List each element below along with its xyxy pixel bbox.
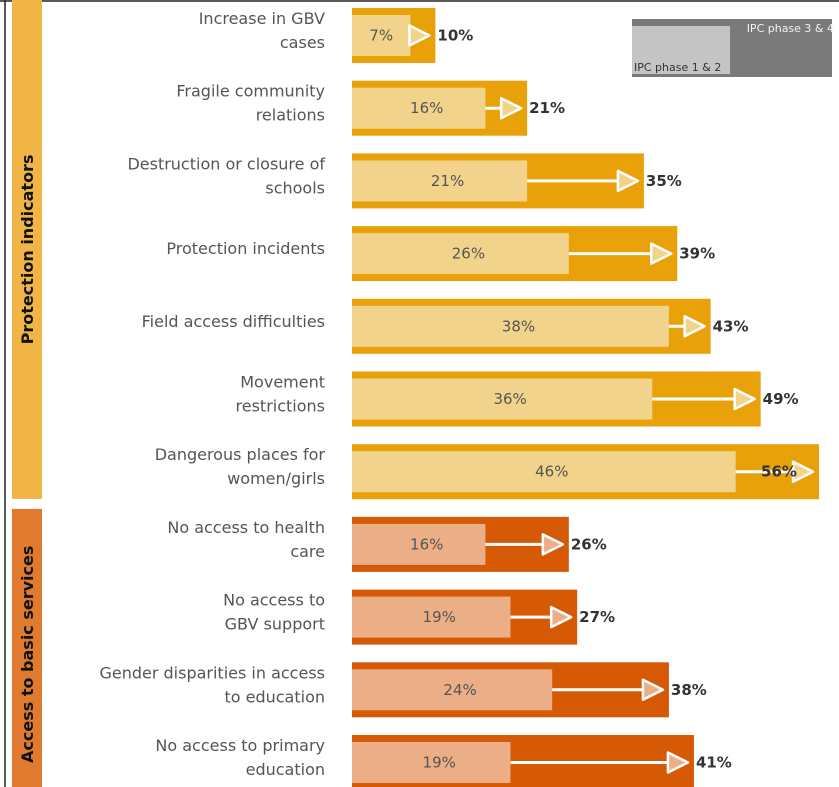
change-arrow-head <box>733 387 756 411</box>
value-label-phase34: 43% <box>713 317 749 335</box>
bar-phase12 <box>352 160 528 202</box>
value-label-phase34: 39% <box>679 245 715 263</box>
legend-swatch-phase12 <box>632 26 730 74</box>
category-label: to education <box>224 687 325 706</box>
bar-phase12 <box>352 233 569 275</box>
legend-label-phase12: IPC phase 1 & 2 <box>634 61 721 74</box>
category-label: Protection incidents <box>166 239 325 258</box>
category-label: Movement <box>240 373 325 392</box>
category-label: Field access difficulties <box>142 312 325 331</box>
value-label-phase12: 26% <box>452 245 485 263</box>
group-label-1: Access to basic services <box>18 546 37 763</box>
change-arrow-head <box>616 169 640 193</box>
change-arrow-head <box>549 605 573 629</box>
bar-phase12 <box>352 742 511 783</box>
group-band-0 <box>12 0 42 499</box>
value-label-phase12: 21% <box>431 172 464 190</box>
value-label-phase34: 56% <box>761 463 797 481</box>
value-label-phase34: 10% <box>437 27 473 45</box>
bar-phase12 <box>352 305 669 347</box>
bar-phase12 <box>352 451 736 493</box>
change-arrow-head <box>641 678 665 702</box>
value-label-phase34: 27% <box>579 608 615 626</box>
bar-phase12 <box>352 15 411 56</box>
bar-phase12 <box>352 596 511 638</box>
change-arrow-head <box>650 242 673 265</box>
change-arrow-head <box>408 24 431 47</box>
category-label: schools <box>265 178 325 197</box>
category-label: Fragile community <box>176 82 325 101</box>
value-label-phase12: 46% <box>535 463 568 481</box>
category-label: care <box>290 542 325 561</box>
value-label-phase12: 16% <box>410 99 443 117</box>
value-label-phase12: 19% <box>423 754 456 772</box>
value-label-phase34: 41% <box>696 754 732 772</box>
category-label: Increase in GBV <box>199 9 325 28</box>
value-label-phase34: 38% <box>671 681 707 699</box>
group-label-0: Protection indicators <box>18 155 37 345</box>
change-arrow-head <box>541 533 565 556</box>
legend-label-phase34: IPC phase 3 & 4 <box>747 22 834 35</box>
category-label: restrictions <box>236 397 325 416</box>
bar-phase12 <box>352 669 553 711</box>
value-label-phase12: 24% <box>443 681 476 699</box>
change-arrow-head <box>499 96 523 120</box>
group-band-1 <box>12 508 42 787</box>
category-label: women/girls <box>227 469 325 488</box>
bar-phase12 <box>352 87 486 129</box>
category-label: relations <box>256 106 325 125</box>
value-label-phase12: 7% <box>369 27 393 45</box>
value-label-phase12: 36% <box>493 390 526 408</box>
category-label: Dangerous places for <box>155 445 326 464</box>
bar-phase12 <box>352 523 486 565</box>
category-label: No access to primary <box>155 736 325 755</box>
change-arrow-head <box>666 751 690 774</box>
value-label-phase12: 19% <box>423 608 456 626</box>
value-label-phase34: 21% <box>529 99 565 117</box>
value-label-phase34: 26% <box>571 535 607 553</box>
change-arrow-head <box>683 315 706 338</box>
value-label-phase34: 49% <box>763 390 799 408</box>
category-label: Gender disparities in access <box>99 663 325 682</box>
value-label-phase34: 35% <box>646 172 682 190</box>
category-label: GBV support <box>225 615 325 634</box>
category-label: Destruction or closure of <box>127 154 325 173</box>
bar-phase12 <box>352 378 653 420</box>
category-label: No access to <box>223 591 325 610</box>
category-label: education <box>246 760 325 779</box>
category-label: cases <box>280 33 325 52</box>
category-label: No access to health <box>167 518 325 537</box>
change-arrow-head <box>791 460 815 483</box>
value-label-phase12: 38% <box>502 317 535 335</box>
value-label-phase12: 16% <box>410 535 443 553</box>
